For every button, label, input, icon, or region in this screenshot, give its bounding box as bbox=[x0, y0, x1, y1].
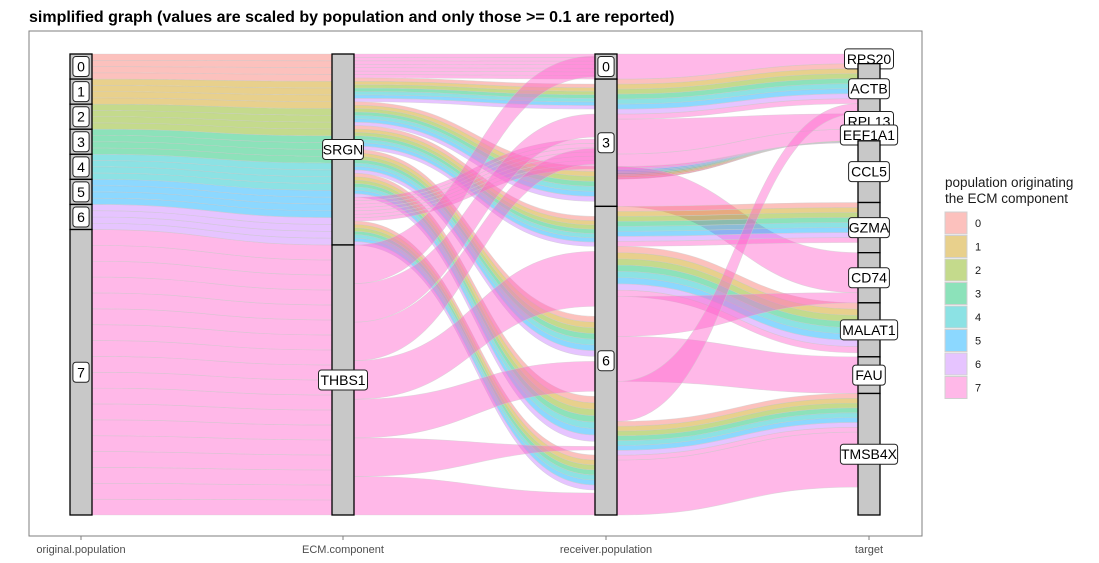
x-tick-label-receiver-population: receiver.population bbox=[560, 544, 652, 556]
flow-pop7-to-thbs1 bbox=[91, 498, 333, 516]
stratum-label-ecm-component-srgn: SRGN bbox=[323, 141, 363, 157]
flows-layer bbox=[91, 53, 859, 516]
stratum-label-box bbox=[848, 217, 890, 239]
stratum-label-target-malat1: MALAT1 bbox=[842, 322, 896, 338]
stratum-label-original-population-5: 5 bbox=[77, 184, 85, 200]
stratum-label-box bbox=[848, 161, 890, 183]
stratum-label-original-population-2: 2 bbox=[77, 109, 85, 125]
legend-key-0 bbox=[944, 211, 968, 235]
stratum-label-box bbox=[322, 138, 364, 160]
strata-layer: 01234567SRGNTHBS1036RPS20ACTBRPL13EEF1A1… bbox=[69, 48, 899, 516]
legend-key-2 bbox=[944, 258, 968, 282]
legend-title-line1: population originating bbox=[945, 175, 1073, 190]
stratum-label-box bbox=[852, 364, 886, 386]
stratum-label-target-rps20: RPS20 bbox=[847, 51, 892, 67]
legend-label-4: 4 bbox=[975, 312, 981, 324]
stratum-label-box bbox=[72, 361, 90, 383]
stratum-label-ecm-component-thbs1: THBS1 bbox=[320, 372, 365, 388]
legend-label-2: 2 bbox=[975, 265, 981, 277]
stratum-label-box bbox=[318, 369, 368, 391]
stratum-label-box bbox=[839, 319, 899, 341]
legend-key-7 bbox=[944, 376, 968, 399]
stratum-label-box bbox=[72, 156, 90, 178]
chart-title: simplified graph (values are scaled by p… bbox=[29, 9, 675, 26]
stratum-label-box bbox=[72, 56, 90, 78]
x-tick-label-target: target bbox=[855, 544, 883, 556]
flow-pop7-to-thbs1 bbox=[91, 467, 333, 486]
legend-key-5 bbox=[944, 329, 968, 352]
legend-key-1 bbox=[944, 235, 968, 258]
flow-thbs1-to-receiver bbox=[353, 476, 596, 516]
flow-srgn-to-receiver bbox=[353, 53, 596, 58]
legend-label-0: 0 bbox=[975, 218, 981, 230]
stratum-label-target-eef1a1: EEF1A1 bbox=[843, 127, 895, 143]
stratum-label-original-population-7: 7 bbox=[77, 364, 85, 380]
stratum-label-box bbox=[72, 106, 90, 128]
stratum-label-receiver-population-6: 6 bbox=[602, 353, 610, 369]
stratum-label-box bbox=[839, 443, 899, 465]
stratum-label-target-fau: FAU bbox=[855, 367, 882, 383]
x-tick-label-original-population: original.population bbox=[36, 544, 125, 556]
stratum-label-original-population-0: 0 bbox=[77, 59, 85, 75]
stratum-label-target-tmsb4x: TMSB4X bbox=[841, 446, 898, 462]
stratum-label-target-ccl5: CCL5 bbox=[851, 164, 887, 180]
flow-pop7-to-thbs1 bbox=[91, 482, 333, 501]
stratum-label-box bbox=[848, 267, 890, 289]
legend-label-5: 5 bbox=[975, 336, 981, 348]
stratum-label-receiver-population-3: 3 bbox=[602, 135, 610, 151]
legend-label-7: 7 bbox=[975, 383, 981, 395]
stratum-label-target-gzma: GZMA bbox=[849, 220, 890, 236]
stratum-label-target-cd74: CD74 bbox=[851, 270, 887, 286]
stratum-label-original-population-1: 1 bbox=[77, 84, 85, 100]
stratum-label-original-population-6: 6 bbox=[77, 209, 85, 225]
legend-label-1: 1 bbox=[975, 242, 981, 254]
flow-pop0-to-srgn bbox=[91, 53, 333, 62]
legend-key-3 bbox=[944, 282, 968, 305]
stratum-label-box bbox=[597, 132, 615, 154]
stratum-label-original-population-3: 3 bbox=[77, 134, 85, 150]
stratum-label-original-population-4: 4 bbox=[77, 159, 85, 175]
legend-title-line2: the ECM component bbox=[945, 191, 1068, 206]
x-axis: original.population ECM.component receiver… bbox=[36, 536, 883, 556]
stratum-label-box bbox=[597, 350, 615, 372]
stratum-label-box bbox=[72, 206, 90, 228]
x-tick-label-ecm-component: ECM.component bbox=[302, 544, 384, 556]
stratum-label-target-actb: ACTB bbox=[850, 81, 887, 97]
stratum-label-box bbox=[72, 81, 90, 103]
stratum-label-box bbox=[72, 131, 90, 153]
legend-key-4 bbox=[944, 305, 968, 329]
plot-panel-border bbox=[28, 30, 923, 537]
stratum-label-box bbox=[597, 56, 615, 78]
stratum-label-box bbox=[848, 78, 890, 100]
legend-label-6: 6 bbox=[975, 359, 981, 371]
stratum-label-receiver-population-0: 0 bbox=[602, 59, 610, 75]
legend-key-6 bbox=[944, 352, 968, 376]
legend-label-3: 3 bbox=[975, 289, 981, 301]
stratum-label-box bbox=[72, 181, 90, 203]
